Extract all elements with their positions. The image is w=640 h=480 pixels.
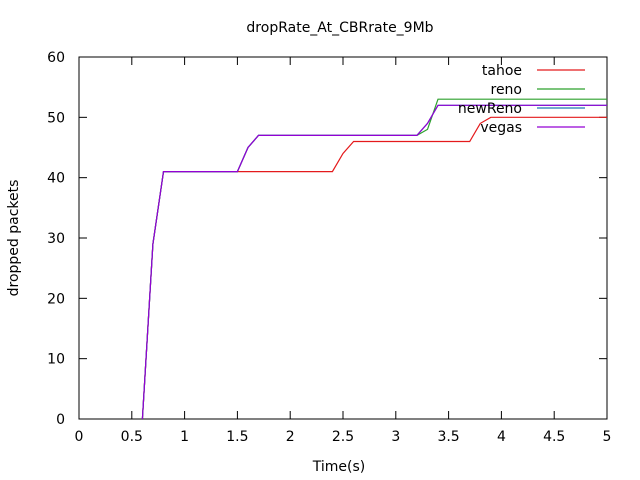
x-tick-label: 1.5: [226, 429, 248, 445]
x-tick-label: 0.5: [121, 429, 143, 445]
legend-label-reno: reno: [491, 82, 523, 98]
series-line-reno: [141, 98, 607, 420]
series-line-vegas: [141, 104, 607, 420]
series-line-tahoe: [141, 116, 607, 420]
y-tick-label: 0: [56, 412, 65, 428]
x-tick-label: 3.5: [437, 429, 459, 445]
y-tick-label: 30: [47, 231, 65, 247]
x-tick-label: 4.5: [543, 429, 565, 445]
y-axis-label: dropped packets: [6, 180, 22, 297]
legend-label-vegas: vegas: [480, 120, 522, 136]
plot-frame: [78, 56, 608, 420]
x-tick-label: 0: [75, 429, 84, 445]
x-tick-label: 3: [391, 429, 400, 445]
x-tick-label: 4: [497, 429, 506, 445]
y-tick-label: 40: [47, 171, 65, 187]
legend-label-tahoe: tahoe: [482, 63, 522, 79]
y-tick-label: 60: [47, 50, 65, 66]
chart-title: dropRate_At_CBRrate_9Mb: [246, 20, 433, 36]
series-layer: [141, 98, 607, 420]
x-tick-label: 5: [603, 429, 612, 445]
x-axis-label: Time(s): [312, 459, 365, 475]
x-tick-label: 2.5: [332, 429, 354, 445]
legend-label-newReno: newReno: [458, 101, 522, 117]
y-tick-label: 50: [47, 110, 65, 126]
y-tick-label: 10: [47, 352, 65, 368]
x-tick-label: 1: [180, 429, 189, 445]
y-tick-label: 20: [47, 291, 65, 307]
series-line-newReno: [141, 104, 607, 420]
x-tick-label: 2: [286, 429, 295, 445]
legend: tahoe reno newReno vegas: [458, 63, 585, 136]
